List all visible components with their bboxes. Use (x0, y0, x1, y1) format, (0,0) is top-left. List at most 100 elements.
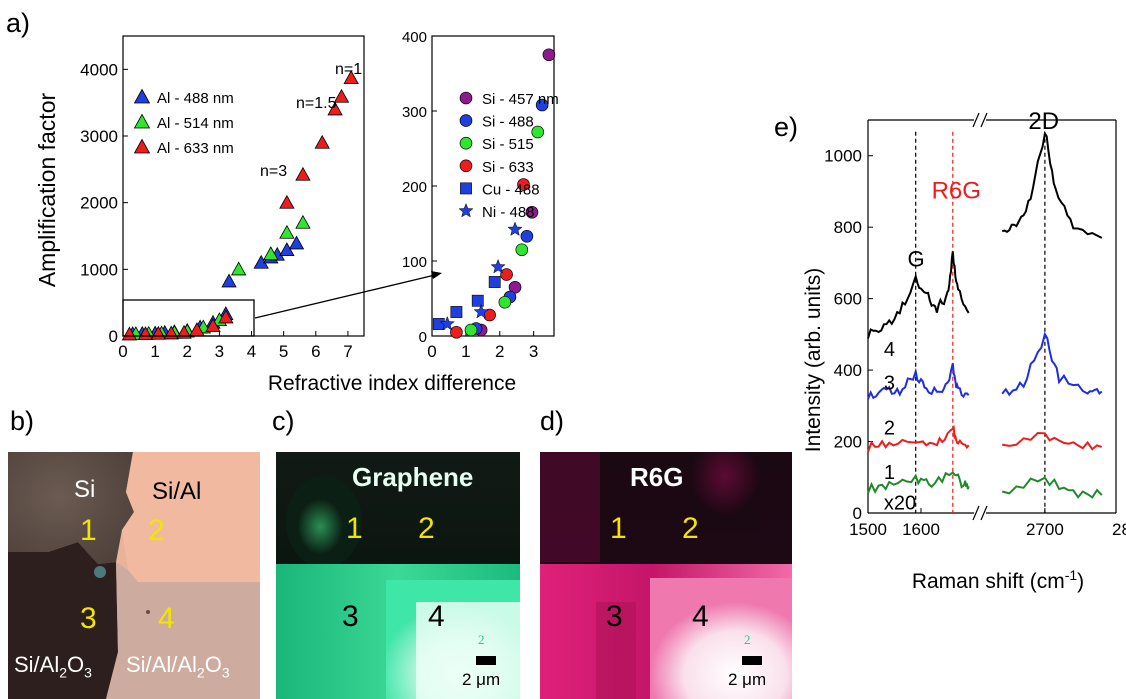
e-xtick-label: 2700 (1026, 520, 1064, 539)
d-number-1: 1 (610, 512, 627, 545)
a-left-point (295, 214, 311, 229)
a-left-point (279, 194, 295, 209)
a-right-legend-label: Cu - 488 (482, 181, 540, 198)
e-spectrum-line (1001, 476, 1103, 499)
a-right-point (450, 325, 463, 339)
b-number-2: 2 (148, 514, 165, 547)
panel-b-optical-image: Si Si/Al 1 2 3 4 Si/Al2O3 Si/Al/Al2O3 (8, 452, 260, 699)
e-spectrum-label-1: 1 (884, 462, 895, 484)
a-right-point (507, 221, 523, 236)
e-break-gap (974, 505, 986, 521)
label-si-al: Si/Al (152, 478, 202, 505)
a-left-point (288, 235, 305, 250)
c-small-mark: 2 (478, 632, 485, 647)
a-right-ytick-label: 300 (402, 104, 427, 121)
d-scale-bar (742, 656, 762, 665)
optical-image-svg (8, 452, 260, 699)
a-right-legend-marker (459, 114, 473, 127)
a-right-point (531, 125, 545, 139)
d-small-mark: 2 (744, 632, 751, 647)
a-left-point (295, 166, 311, 181)
a-right-legend-marker (459, 91, 473, 105)
e-ytick-label: 600 (834, 290, 862, 309)
d-number-2: 2 (682, 512, 699, 545)
panel-d-r6g-map: R6G 1 2 3 4 2 2 μm (540, 452, 792, 699)
a-right-ytick-label: 100 (402, 254, 427, 271)
a-left-legend-marker (133, 138, 151, 154)
a-left-xtick-label: 3 (215, 342, 224, 361)
a-left-point (279, 224, 295, 239)
label-si-al2o3: Si/Al2O3 (14, 652, 92, 681)
a-left-xtick-label: 7 (343, 342, 352, 361)
a-right-legend-marker (460, 182, 472, 195)
c-scale-bar (476, 656, 496, 665)
a-right-legend-label: Si - 488 (482, 114, 534, 131)
graphene-map-svg (276, 452, 520, 699)
a-left-xtick-label: 5 (279, 342, 288, 361)
a-left-point (343, 70, 359, 84)
annot-n15: n=1.5 (296, 95, 337, 112)
a-right-point (490, 258, 506, 274)
a-right-legend-label: Si - 633 (482, 159, 534, 176)
c-number-3: 3 (342, 600, 359, 633)
c-title: Graphene (352, 462, 474, 492)
e-ytick-label: 800 (834, 218, 862, 237)
a-right-legend-label: Si - 457 nm (482, 91, 559, 108)
a-right-point (473, 303, 489, 319)
a-left-point (176, 324, 192, 339)
e-spectrum-label-4: 4 (884, 339, 895, 361)
chart-e-xlabel: Raman shift (cm-1) (912, 567, 1084, 593)
chart-a-right-legend: Si - 457 nm Si - 488 Si - 515 Si - 633 Cu - … (458, 91, 559, 221)
e-peak-label-r6g: R6G (932, 178, 981, 205)
a-right-xtick-label: 2 (495, 342, 504, 361)
d-number-3: 3 (606, 600, 623, 633)
a-right-point (464, 323, 478, 337)
a-left-xtick-label: 2 (183, 342, 192, 361)
chart-a-xlabel: Refractive index difference (268, 372, 516, 395)
a-left-ytick-label: 4000 (80, 60, 118, 79)
a-right-point (508, 280, 522, 294)
a-right-ytick-label: 200 (402, 179, 427, 196)
a-right-point (450, 306, 463, 318)
chart-a: 0 1 2 3 4 5 6 7 0 1000 2000 3000 4000 0 1 2 3 0 100 200 300… (34, 29, 559, 395)
a-left-legend-label: Al - 488 nm (157, 90, 234, 107)
a-left-point (263, 246, 279, 261)
e-spectrum-label-x20: x20 (884, 492, 916, 514)
d-scale-label: 2 μm (728, 670, 767, 689)
e-break-gap (974, 112, 986, 128)
c-number-2: 2 (418, 512, 435, 545)
a-left-xtick-label: 4 (247, 342, 256, 361)
e-spectrum-line (867, 471, 970, 494)
a-left-point (231, 261, 247, 276)
a-right-point (535, 98, 549, 112)
e-spectrum-line (1001, 130, 1103, 239)
a-left-point (314, 134, 330, 149)
a-left-ytick-label: 3000 (80, 127, 118, 146)
chart-e-axes: 0 200 400 600 800 1000 1500 1600 2700 280 G R6G 2D 4 3… (824, 108, 1126, 539)
a-left-legend-marker (133, 113, 151, 129)
a-left-point (218, 309, 234, 324)
a-left-point (221, 273, 237, 288)
a-right-xtick-label: 3 (529, 342, 538, 361)
a-right-point (500, 268, 513, 281)
chart-a-left-legend: Al - 488 nm Al - 514 nm Al - 633 nm (133, 88, 234, 157)
a-left-point (327, 101, 343, 116)
zoom-arrow-line (254, 274, 436, 319)
chart-a-ylabel: Amplification factor (34, 93, 60, 288)
e-xtick-label: 1500 (849, 520, 887, 539)
e-ytick-label: 200 (834, 433, 862, 452)
a-right-legend-label: Si - 515 (482, 136, 534, 153)
a-right-legend-marker (459, 159, 473, 173)
e-spectrum-line (1002, 431, 1103, 451)
a-right-legend-label: Ni - 488 (482, 204, 535, 221)
a-right-point (520, 229, 534, 243)
annot-n1: n=1 (335, 61, 362, 78)
e-xtick-label: 1600 (902, 520, 940, 539)
a-right-point (525, 205, 539, 219)
a-right-legend-marker (459, 136, 473, 150)
a-left-point (333, 88, 350, 103)
label-si: Si (74, 476, 96, 503)
e-ytick-label: 400 (834, 361, 862, 380)
panel-label-e: e) (774, 112, 799, 142)
panel-c-graphene-map: Graphene 1 2 3 4 2 2 μm (276, 452, 520, 699)
